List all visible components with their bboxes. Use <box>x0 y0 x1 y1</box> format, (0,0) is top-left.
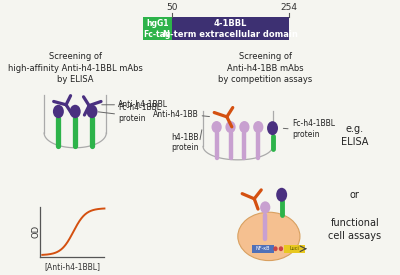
Text: 254: 254 <box>280 3 298 12</box>
Text: h4-1BB
protein: h4-1BB protein <box>171 133 198 152</box>
Text: Screening of
Anti-h4-1BB mAbs
by competition assays: Screening of Anti-h4-1BB mAbs by competi… <box>218 53 312 84</box>
Ellipse shape <box>273 246 278 251</box>
Ellipse shape <box>70 105 81 118</box>
Text: [Anti-h4-1BBL]: [Anti-h4-1BBL] <box>44 262 100 271</box>
Ellipse shape <box>53 105 64 118</box>
Ellipse shape <box>253 121 264 133</box>
Text: NF-κB: NF-κB <box>256 246 270 251</box>
Text: Fc-h4-1BBL
protein: Fc-h4-1BBL protein <box>118 103 161 123</box>
Ellipse shape <box>276 188 287 202</box>
Ellipse shape <box>225 121 236 133</box>
Text: e.g.
ELISA: e.g. ELISA <box>341 124 368 147</box>
Bar <box>252 245 274 252</box>
Bar <box>143 18 172 40</box>
Text: Luci: Luci <box>290 246 299 251</box>
Bar <box>172 18 289 40</box>
Ellipse shape <box>279 246 283 251</box>
Text: Screening of
high-affinity Anti-h4-1BBL mAbs
by ELISA: Screening of high-affinity Anti-h4-1BBL … <box>8 53 143 84</box>
Text: 50: 50 <box>166 3 178 12</box>
Text: 4-1BBL
N-term extracellular domain: 4-1BBL N-term extracellular domain <box>163 19 298 39</box>
Ellipse shape <box>260 201 270 213</box>
Text: OD: OD <box>32 225 40 238</box>
Text: Fc-h4-1BBL
protein: Fc-h4-1BBL protein <box>292 119 335 139</box>
Ellipse shape <box>86 105 98 118</box>
Text: Anti-h4-1BBL: Anti-h4-1BBL <box>118 100 168 109</box>
Ellipse shape <box>238 212 300 261</box>
Ellipse shape <box>212 121 222 133</box>
Bar <box>284 245 305 252</box>
Text: Anti-h4-1BB: Anti-h4-1BB <box>153 110 198 119</box>
Text: functional
cell assays: functional cell assays <box>328 218 381 241</box>
Text: hgG1
Fc-tag: hgG1 Fc-tag <box>144 19 171 39</box>
Ellipse shape <box>267 121 278 135</box>
Text: or: or <box>350 190 360 200</box>
Ellipse shape <box>239 121 250 133</box>
